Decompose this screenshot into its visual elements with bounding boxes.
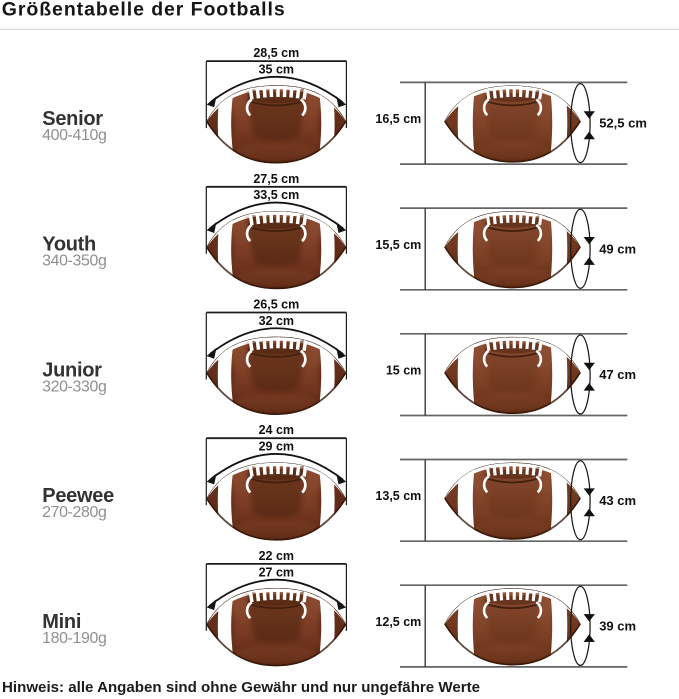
svg-text:49 cm: 49 cm — [599, 241, 636, 256]
svg-text:33,5 cm: 33,5 cm — [253, 188, 299, 202]
svg-text:43 cm: 43 cm — [599, 493, 636, 508]
svg-text:Senior: Senior — [42, 108, 103, 130]
svg-text:400-410g: 400-410g — [42, 127, 106, 144]
svg-text:340-350g: 340-350g — [42, 253, 106, 270]
svg-text:Hinweis: alle Angaben sind ohn: Hinweis: alle Angaben sind ohne Gewähr u… — [2, 679, 480, 696]
svg-text:52,5 cm: 52,5 cm — [599, 116, 647, 131]
svg-text:Mini: Mini — [42, 611, 81, 633]
svg-text:24 cm: 24 cm — [259, 423, 294, 437]
svg-text:15 cm: 15 cm — [386, 364, 421, 378]
svg-text:35 cm: 35 cm — [259, 63, 294, 77]
svg-text:320-330g: 320-330g — [42, 378, 106, 395]
svg-text:27 cm: 27 cm — [259, 565, 294, 579]
svg-text:Größentabelle der Footballs: Größentabelle der Footballs — [2, 0, 286, 21]
svg-text:12,5 cm: 12,5 cm — [375, 615, 421, 629]
svg-text:47 cm: 47 cm — [599, 367, 636, 382]
svg-text:39 cm: 39 cm — [599, 619, 636, 634]
svg-text:15,5 cm: 15,5 cm — [375, 238, 421, 252]
svg-text:16,5 cm: 16,5 cm — [375, 112, 421, 126]
svg-text:Peewee: Peewee — [42, 485, 114, 507]
svg-text:29 cm: 29 cm — [259, 440, 294, 454]
svg-text:22 cm: 22 cm — [259, 549, 294, 563]
svg-text:27,5 cm: 27,5 cm — [253, 172, 299, 186]
svg-text:270-280g: 270-280g — [42, 504, 106, 521]
svg-text:Youth: Youth — [42, 234, 96, 256]
svg-text:28,5 cm: 28,5 cm — [253, 46, 299, 60]
svg-text:180-190g: 180-190g — [42, 630, 106, 647]
svg-text:32 cm: 32 cm — [259, 314, 294, 328]
svg-text:13,5 cm: 13,5 cm — [375, 489, 421, 503]
svg-text:26,5 cm: 26,5 cm — [253, 298, 299, 312]
svg-text:Junior: Junior — [42, 359, 102, 381]
